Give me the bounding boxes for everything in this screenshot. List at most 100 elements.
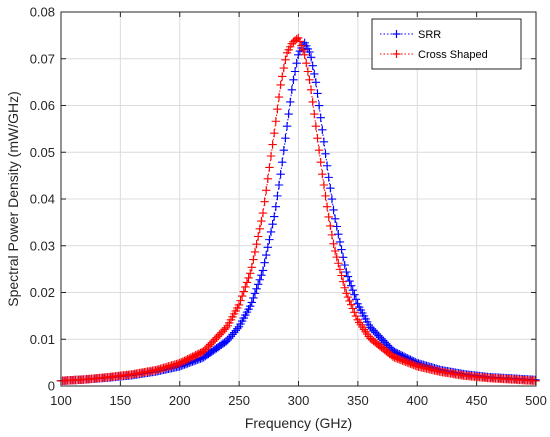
data-point-cross-shaped xyxy=(342,289,351,298)
data-point-cross-shaped xyxy=(295,37,305,46)
series-layer xyxy=(56,33,540,386)
data-point-srr xyxy=(252,284,261,294)
x-tick-label: 150 xyxy=(110,393,132,408)
data-point-cross-shaped xyxy=(266,151,276,161)
data-point-cross-shaped xyxy=(303,67,313,76)
data-point-cross-shaped xyxy=(276,80,285,90)
data-point-srr xyxy=(263,243,272,252)
data-point-srr xyxy=(284,109,293,119)
y-tick-label: 0.06 xyxy=(30,98,55,113)
data-point-cross-shaped xyxy=(252,239,261,249)
data-point-srr xyxy=(306,53,316,62)
data-point-srr xyxy=(292,58,301,68)
data-point-cross-shaped xyxy=(221,323,231,332)
y-tick-label: 0.03 xyxy=(30,238,55,253)
data-point-srr xyxy=(340,260,349,270)
data-point-cross-shaped xyxy=(335,265,345,274)
data-point-srr xyxy=(250,289,260,298)
data-point-srr xyxy=(342,267,351,277)
data-point-cross-shaped xyxy=(334,259,343,268)
data-point-cross-shaped xyxy=(294,33,303,43)
x-tick-label: 200 xyxy=(169,393,191,408)
data-point-srr xyxy=(281,134,290,143)
y-axis-label: Spectral Power Density (mW/GHz) xyxy=(5,91,21,306)
data-point-cross-shaped xyxy=(274,92,284,102)
data-point-cross-shaped xyxy=(346,300,356,309)
data-point-cross-shaped xyxy=(257,216,266,226)
data-point-cross-shaped xyxy=(255,224,264,233)
x-tick-label: 100 xyxy=(50,393,72,408)
data-point-cross-shaped xyxy=(306,85,316,95)
legend: SRR Cross Shaped xyxy=(371,18,522,70)
data-point-cross-shaped xyxy=(297,41,306,50)
x-tick-label: 450 xyxy=(466,393,488,408)
data-point-srr xyxy=(314,101,324,110)
data-point-srr xyxy=(346,281,356,290)
data-point-srr xyxy=(287,85,297,95)
data-point-srr xyxy=(334,230,343,239)
data-point-cross-shaped xyxy=(258,208,268,218)
data-point-cross-shaped xyxy=(319,180,329,190)
data-point-cross-shaped xyxy=(244,273,253,283)
legend-srr-label: SRR xyxy=(418,29,441,41)
data-point-srr xyxy=(257,271,266,280)
data-point-cross-shaped xyxy=(313,134,322,143)
tick-layer: 100 150 200 250 300 350 400 450 500 0 0.01 0.02 0.03… xyxy=(30,5,547,409)
data-point-srr xyxy=(316,113,325,122)
data-point-srr xyxy=(278,158,287,167)
data-point-cross-shaped xyxy=(337,271,346,280)
data-point-srr xyxy=(266,227,276,237)
data-point-srr xyxy=(282,122,292,131)
data-point-srr xyxy=(273,191,282,201)
data-point-cross-shaped xyxy=(281,55,290,64)
data-point-srr xyxy=(286,97,295,107)
data-point-cross-shaped xyxy=(318,169,327,179)
data-point-cross-shaped xyxy=(321,191,330,201)
y-tick-label: 0.02 xyxy=(30,285,55,300)
data-point-srr xyxy=(271,202,281,211)
data-point-cross-shaped xyxy=(348,304,357,313)
y-tick-label: 0.04 xyxy=(30,192,55,207)
data-point-cross-shaped xyxy=(345,296,354,306)
y-tick-label: 0.07 xyxy=(30,51,55,66)
data-point-cross-shaped xyxy=(247,263,256,272)
data-point-srr xyxy=(270,212,279,221)
data-point-srr xyxy=(330,214,340,224)
data-point-srr xyxy=(247,298,256,307)
data-point-cross-shaped xyxy=(350,308,359,317)
data-point-srr xyxy=(308,61,317,70)
y-tick-label: 0 xyxy=(48,379,55,394)
data-point-srr xyxy=(289,75,298,85)
data-point-cross-shaped xyxy=(302,58,311,68)
data-point-srr xyxy=(332,222,341,231)
legend-box xyxy=(371,18,522,70)
data-point-srr xyxy=(262,250,271,260)
data-point-cross-shaped xyxy=(298,45,308,55)
x-tick-label: 250 xyxy=(228,393,250,408)
data-point-cross-shaped xyxy=(268,140,277,149)
data-point-cross-shaped xyxy=(311,122,321,131)
data-point-cross-shaped xyxy=(322,202,332,211)
data-point-cross-shaped xyxy=(237,291,247,301)
data-point-cross-shaped xyxy=(245,269,255,278)
data-point-cross-shaped xyxy=(314,146,324,155)
data-point-cross-shaped xyxy=(340,283,349,292)
data-point-srr xyxy=(343,272,353,281)
data-point-cross-shaped xyxy=(271,117,281,126)
data-point-srr xyxy=(249,293,258,303)
data-point-srr xyxy=(313,89,322,98)
y-tick-label: 0.01 xyxy=(30,332,55,347)
data-point-cross-shaped xyxy=(236,296,245,305)
data-point-srr xyxy=(319,137,329,146)
data-point-cross-shaped xyxy=(308,97,317,107)
data-point-srr xyxy=(258,266,268,275)
data-point-cross-shaped xyxy=(270,128,279,138)
data-point-cross-shaped xyxy=(234,300,244,310)
data-point-cross-shaped xyxy=(324,212,333,222)
data-point-cross-shaped xyxy=(253,232,263,241)
data-point-cross-shaped xyxy=(343,292,353,302)
data-point-srr xyxy=(233,324,242,333)
data-point-cross-shaped xyxy=(273,104,282,114)
data-point-srr xyxy=(348,285,357,295)
